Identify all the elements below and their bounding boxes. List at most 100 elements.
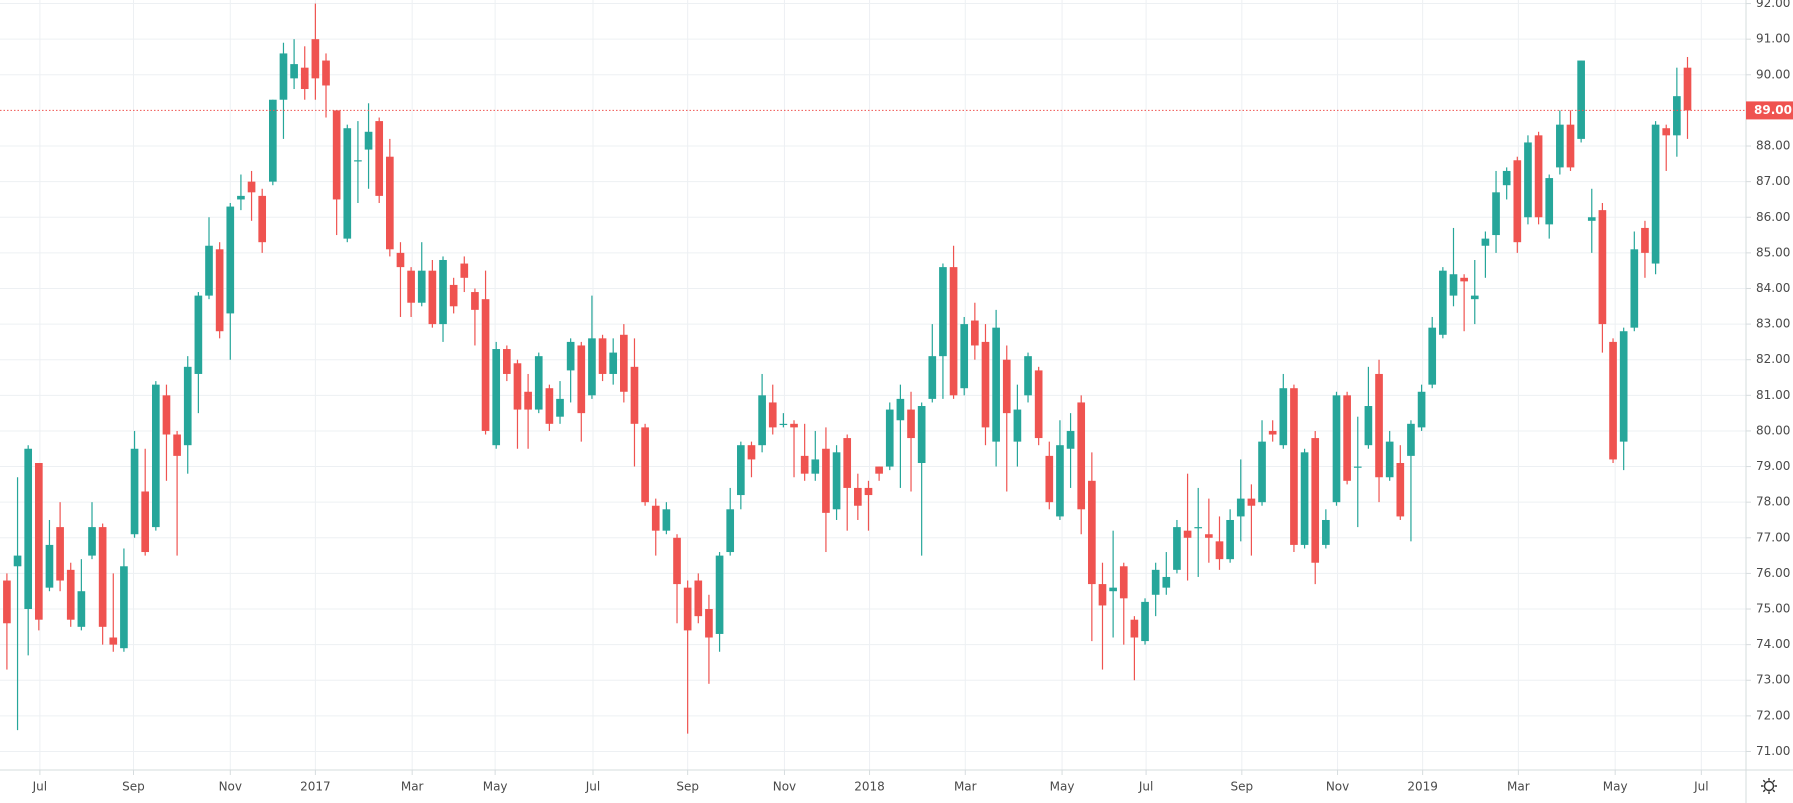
candle-body xyxy=(790,423,798,428)
candle-body xyxy=(1258,441,1266,503)
candle-body xyxy=(1609,341,1617,460)
candle-body xyxy=(364,131,373,150)
candle-body xyxy=(1673,96,1681,136)
y-tick-label: 84.00 xyxy=(1756,281,1790,295)
candle-body xyxy=(907,409,915,439)
candle-body xyxy=(811,459,820,474)
y-tick-label: 83.00 xyxy=(1756,317,1790,331)
candle-body xyxy=(1375,373,1383,478)
candle-body xyxy=(1056,445,1064,517)
candle-body xyxy=(843,438,852,488)
candle-body xyxy=(322,60,330,86)
settings-gear[interactable] xyxy=(1763,780,1775,792)
candle-body xyxy=(1013,409,1022,442)
candle-body xyxy=(1683,67,1692,111)
candle-body xyxy=(992,327,1000,442)
candle-body xyxy=(949,267,958,396)
candle-body xyxy=(630,366,639,424)
settings-teeth[interactable] xyxy=(1761,778,1777,794)
x-tick-label: Sep xyxy=(1231,780,1254,794)
x-tick-label: May xyxy=(483,780,508,794)
candle-body xyxy=(1470,295,1479,300)
candle-body xyxy=(694,580,703,617)
candle-body xyxy=(24,448,33,610)
candle-body xyxy=(620,334,628,392)
candle-body xyxy=(768,402,777,428)
y-tick-label: 75.00 xyxy=(1756,602,1790,616)
candle-body xyxy=(417,270,426,303)
candle-body xyxy=(98,527,107,627)
candle-body xyxy=(651,505,660,531)
candle-body xyxy=(45,544,54,588)
candle-body xyxy=(566,341,575,371)
candle-body xyxy=(875,466,883,474)
candle-body xyxy=(864,487,873,496)
candle-body xyxy=(1587,217,1596,221)
candle-body xyxy=(1662,128,1671,136)
candle-body xyxy=(1332,395,1341,503)
candle-body xyxy=(1417,391,1426,428)
candle-body xyxy=(449,284,458,307)
candle-body xyxy=(428,270,437,325)
candle-body xyxy=(300,67,309,90)
candle-body xyxy=(1034,370,1043,439)
candle-body xyxy=(503,349,511,374)
candle-body xyxy=(141,491,150,553)
candle-body xyxy=(1577,60,1585,139)
candle-body xyxy=(1119,566,1128,599)
y-tick-label: 74.00 xyxy=(1756,637,1790,651)
x-tick-label: Nov xyxy=(1326,780,1349,794)
candles xyxy=(0,3,1746,734)
x-tick-label: Mar xyxy=(1507,780,1530,794)
candle-body xyxy=(226,206,235,314)
candle-body xyxy=(1088,480,1096,585)
candle-body xyxy=(332,110,341,200)
candle-body xyxy=(343,128,352,239)
candle-body xyxy=(1396,462,1405,517)
candle-body xyxy=(1598,210,1607,325)
candle-body xyxy=(13,555,22,567)
candle-body xyxy=(1641,227,1649,253)
x-tick-label: 2018 xyxy=(854,780,885,794)
candle-body xyxy=(1194,527,1203,529)
y-tick-label: 79.00 xyxy=(1756,459,1790,473)
candle-body xyxy=(258,195,267,243)
candle-body xyxy=(1364,406,1373,446)
candle-body xyxy=(268,99,277,182)
candle-body xyxy=(375,121,384,196)
candle-body xyxy=(173,434,181,456)
candle-body xyxy=(513,363,522,410)
last-price-label: 89.00 xyxy=(1754,103,1792,117)
x-tick-label: May xyxy=(1050,780,1075,794)
axes: 71.00 72.00 73.00 74.00 75.00 76.00 77.00 78.00… xyxy=(32,0,1793,794)
candle-body xyxy=(1449,274,1458,296)
candle-body xyxy=(556,398,564,417)
candle-body xyxy=(151,384,160,528)
candle-body xyxy=(492,349,501,446)
candle-body xyxy=(1556,124,1564,168)
candle-body xyxy=(758,395,766,446)
candle-body xyxy=(66,569,75,620)
candle-body xyxy=(311,39,320,79)
candle-body xyxy=(1343,395,1351,481)
candle-body xyxy=(1151,569,1160,595)
x-tick-label: Sep xyxy=(122,780,145,794)
settings-icon[interactable] xyxy=(1761,778,1777,794)
candle-body xyxy=(1247,498,1256,506)
candle-body xyxy=(471,292,479,310)
x-tick-label: Jul xyxy=(32,780,47,794)
candle-body xyxy=(1226,519,1234,560)
y-tick-label: 87.00 xyxy=(1756,174,1790,188)
candle-body xyxy=(577,345,586,414)
candle-body xyxy=(896,398,905,421)
candle-body xyxy=(1183,530,1192,538)
candle-body xyxy=(481,299,490,431)
candle-body xyxy=(1279,388,1288,446)
candle-body xyxy=(800,455,809,474)
y-tick-label: 85.00 xyxy=(1756,245,1790,259)
candle-body xyxy=(1630,249,1639,328)
y-tick-label: 92.00 xyxy=(1756,0,1790,10)
candle-body xyxy=(971,320,979,346)
x-tick-label: Jul xyxy=(1138,780,1153,794)
